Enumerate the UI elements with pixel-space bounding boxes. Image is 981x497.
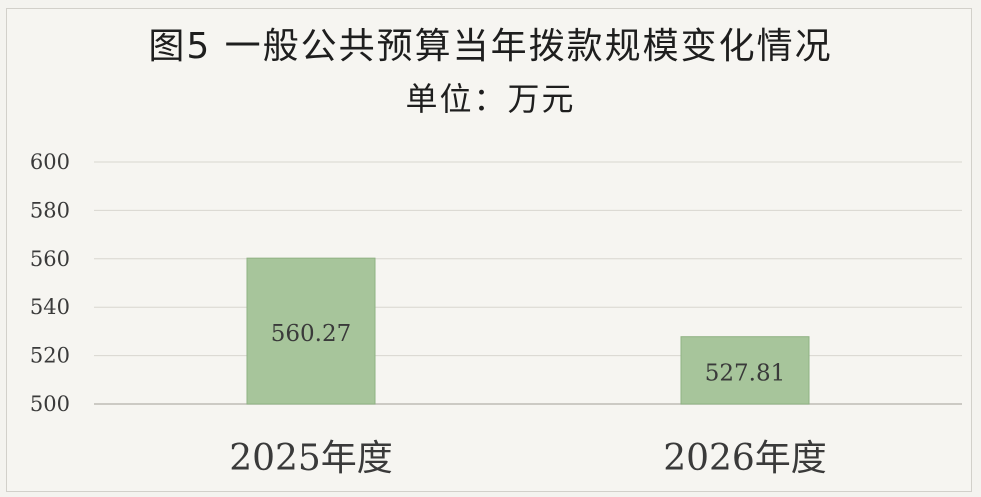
y-axis-ticks: 600 580 560 540 520 500	[30, 150, 70, 416]
x-axis-categories: 2025年度 2026年度	[229, 438, 827, 479]
x-tick-label: 2025年度	[229, 438, 393, 479]
bars	[246, 257, 810, 405]
x-tick-label: 2026年度	[663, 438, 827, 479]
y-tick-label: 600	[30, 150, 70, 174]
y-tick-label: 540	[30, 295, 70, 319]
bar	[246, 257, 376, 405]
data-label: 527.81	[705, 360, 785, 386]
grid-lines	[94, 161, 962, 405]
y-tick-label: 560	[30, 247, 70, 271]
y-tick-label: 520	[30, 344, 70, 368]
y-tick-label: 580	[30, 198, 70, 222]
y-tick-label: 500	[30, 392, 70, 416]
chart-title: 图5 一般公共预算当年拨款规模变化情况	[148, 26, 833, 67]
chart-frame	[6, 8, 972, 492]
chart-subtitle: 单位：万元	[405, 80, 576, 118]
data-labels: 560.27 527.81	[271, 321, 785, 386]
data-label: 560.27	[271, 321, 351, 347]
bar	[680, 336, 810, 405]
